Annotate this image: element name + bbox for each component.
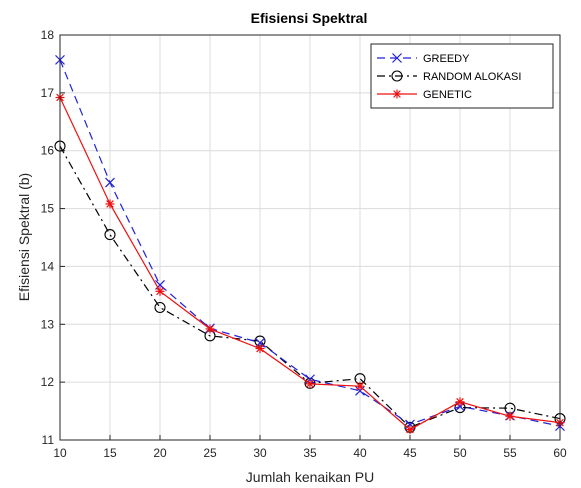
plot-frame	[59, 34, 561, 441]
x-tick-label: 10	[53, 446, 67, 460]
legend-marker-greedy	[392, 53, 402, 63]
data-point-genetic	[455, 397, 465, 407]
data-point-random-alokasi	[154, 301, 166, 314]
x-tick-label: 20	[153, 446, 167, 460]
data-point-genetic	[305, 379, 315, 389]
y-tick-label: 16	[41, 144, 55, 158]
x-tick-label: 15	[103, 446, 117, 460]
y-tick-label: 12	[41, 375, 55, 389]
data-point-genetic	[255, 344, 265, 354]
data-point-genetic	[205, 324, 215, 334]
legend-label-genetic: GENETIC	[423, 89, 472, 101]
y-tick-label: 14	[41, 259, 55, 273]
legend-label-random-alokasi: RANDOM ALOKASI	[423, 71, 521, 83]
tick-labels: 10 15 20 25 30 35 40 45 50 55 60 11 12 13 14 15 16 17 18	[41, 28, 567, 460]
x-tick-label: 60	[553, 446, 567, 460]
data-point-genetic	[355, 381, 365, 391]
data-point-genetic	[155, 286, 165, 296]
x-tick-label: 35	[303, 446, 317, 460]
y-tick-label: 11	[42, 433, 55, 447]
y-axis-label: Efisiensi Spektral (b)	[16, 173, 32, 301]
data-point-random-alokasi	[104, 229, 116, 241]
data-point-greedy	[355, 385, 365, 396]
y-tick-label: 13	[41, 317, 55, 331]
legend-marker-genetic	[392, 89, 402, 99]
x-tick-label: 40	[353, 446, 367, 460]
y-tick-label: 15	[41, 202, 55, 216]
x-tick-label: 55	[503, 446, 517, 460]
x-tick-label: 30	[253, 446, 267, 460]
legend-label-greedy: GREEDY	[423, 53, 470, 65]
y-tick-label: 17	[41, 86, 55, 100]
series-line-greedy	[59, 59, 561, 427]
legend-marker-random-alokasi	[391, 70, 403, 82]
x-tick-label: 50	[453, 446, 467, 460]
x-axis-label: Jumlah kenaikan PU	[246, 469, 374, 485]
legend: GREEDY RANDOM ALOKASI GENETIC	[370, 43, 554, 109]
chart-title: Efisiensi Spektral	[251, 10, 368, 26]
x-tick-label: 25	[203, 446, 217, 460]
y-tick-label: 18	[41, 28, 55, 42]
data-point-genetic	[405, 425, 415, 435]
data-point-genetic	[505, 411, 515, 421]
x-tick-label: 45	[403, 446, 417, 460]
data-point-greedy	[105, 177, 115, 188]
data-point-genetic	[105, 199, 115, 209]
